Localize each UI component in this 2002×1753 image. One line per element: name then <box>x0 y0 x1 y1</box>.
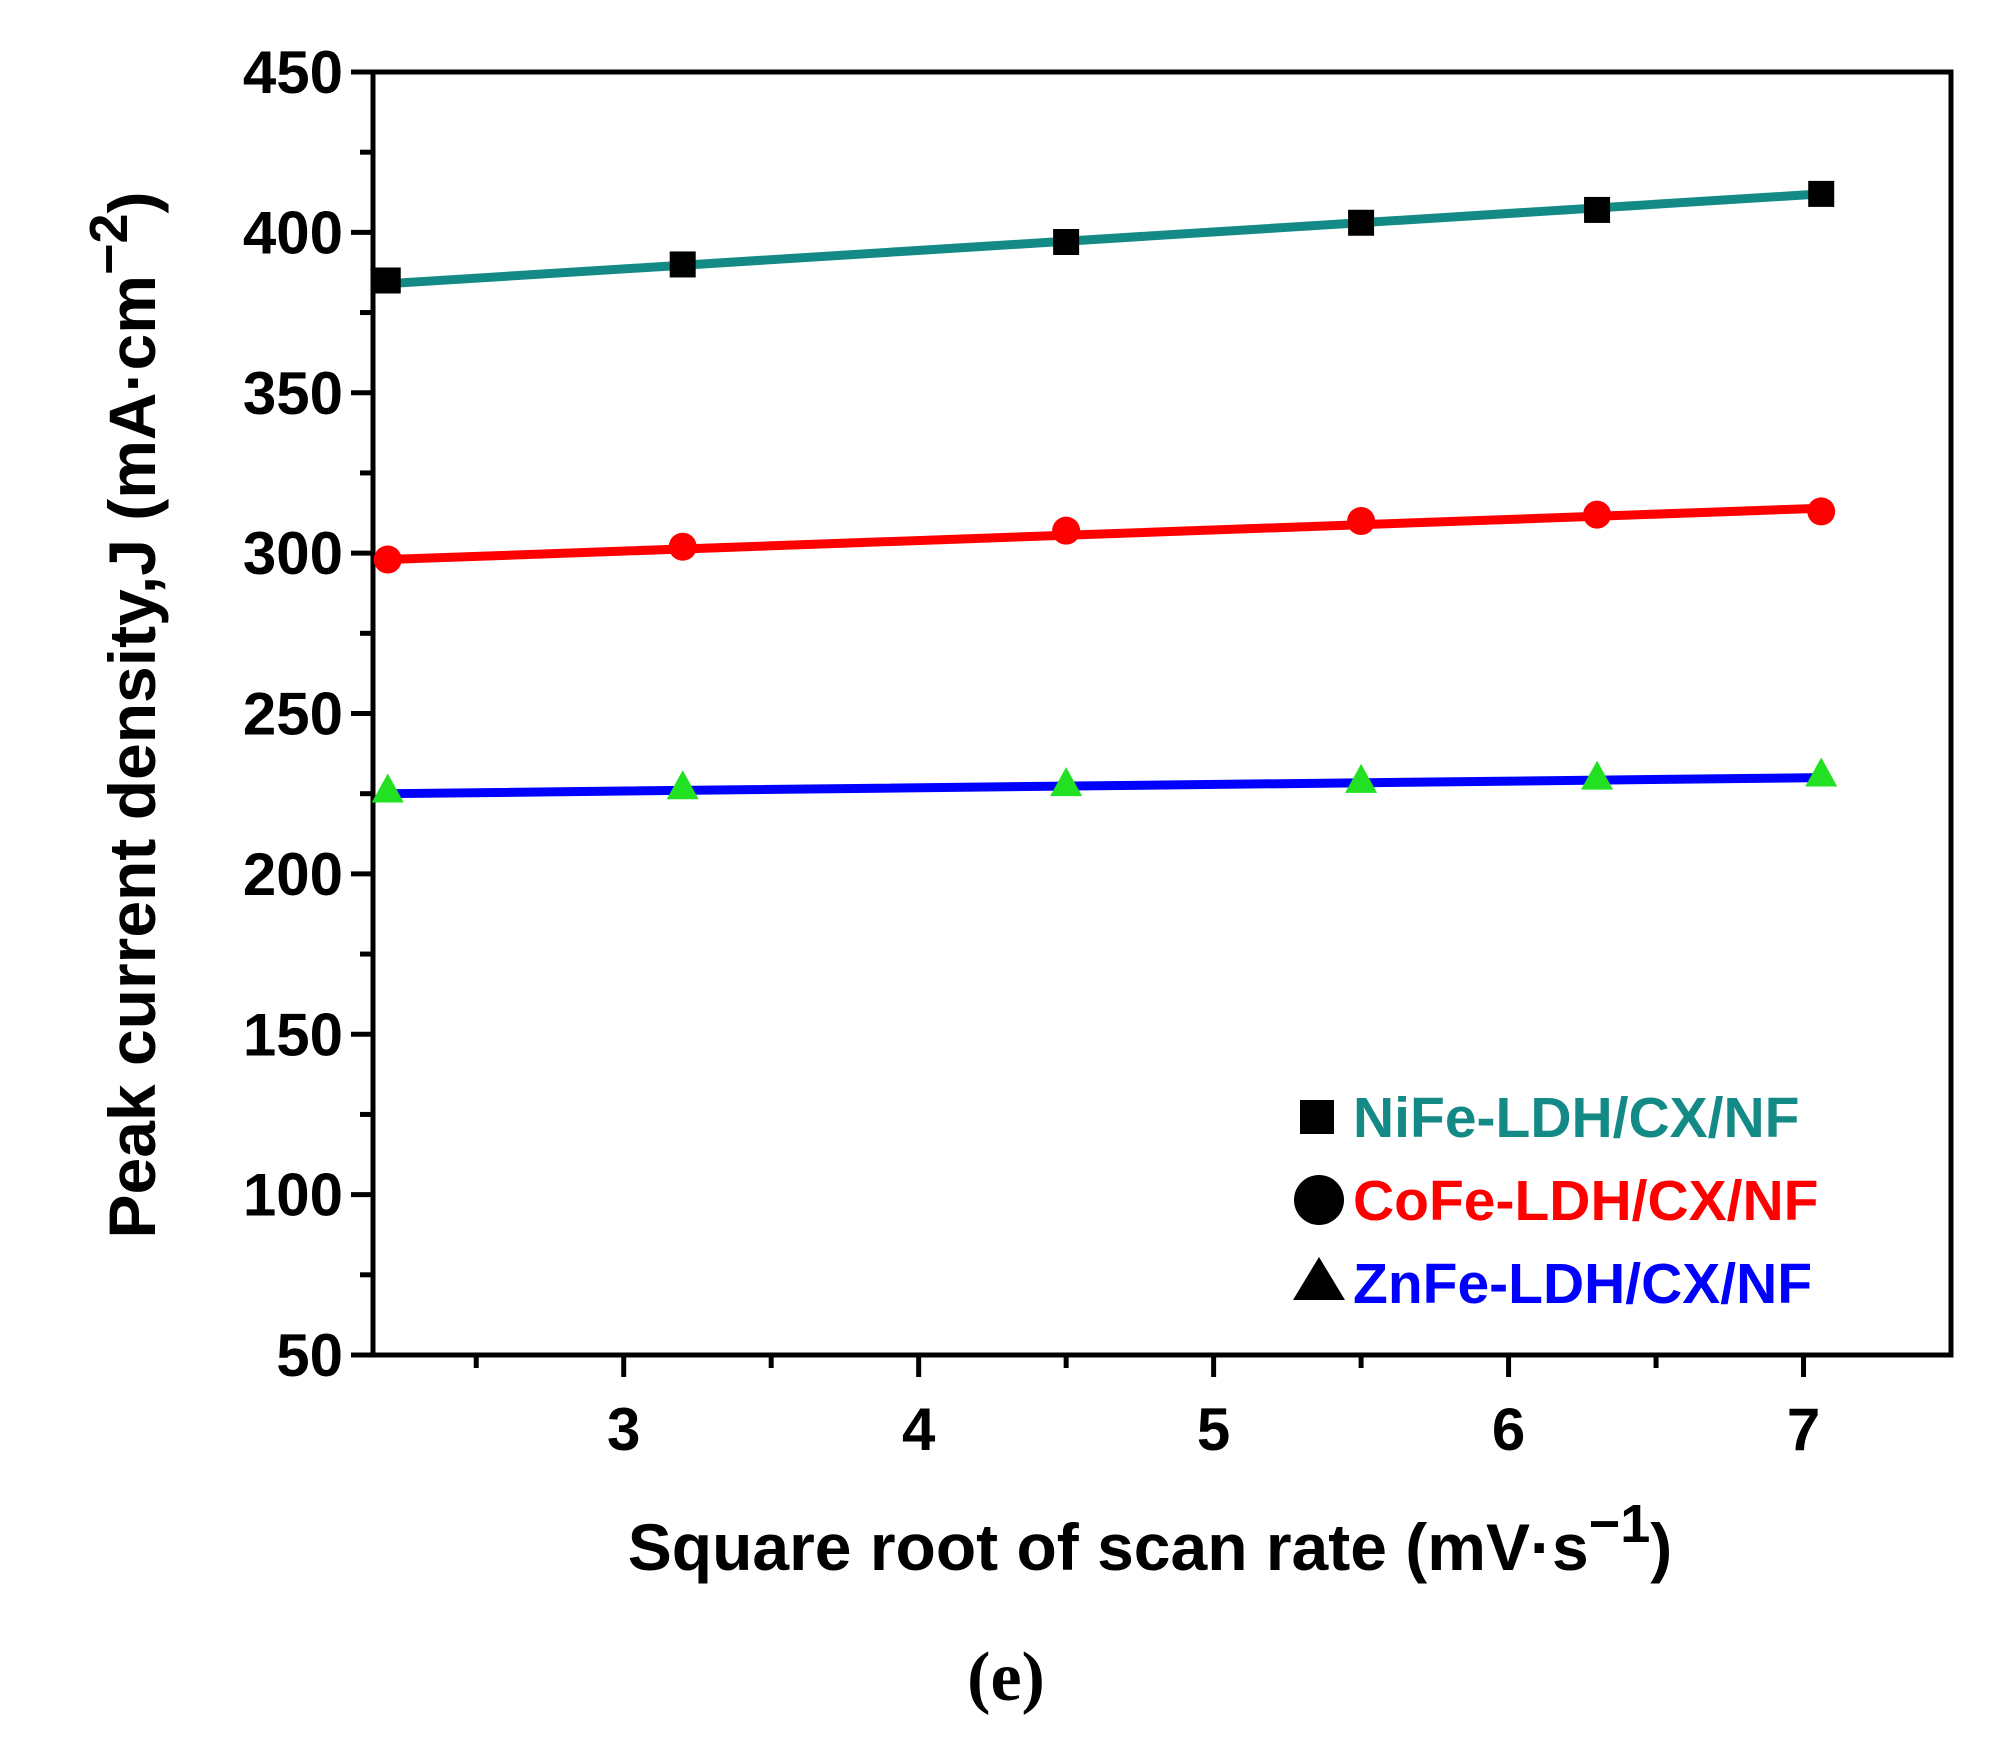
data-point-nife <box>1584 196 1611 223</box>
series-nife <box>374 180 1835 294</box>
fit-line-znfe <box>383 773 1826 799</box>
data-point-znfe <box>1805 757 1838 787</box>
x-axis-title-main: Square root of scan rate <box>628 1510 1387 1584</box>
fit-line-nife <box>383 189 1826 289</box>
legend-label-znfe: ZnFe-LDH/CX/NF <box>1353 1252 1812 1316</box>
x-tick-label: 5 <box>1197 1396 1230 1463</box>
legend-marker-cofe <box>1294 1175 1344 1225</box>
y-tick-label: 250 <box>243 681 343 748</box>
y-tick-label: 200 <box>243 841 343 908</box>
data-point-znfe <box>1050 767 1083 797</box>
data-point-cofe <box>1583 500 1612 529</box>
data-point-znfe <box>1581 760 1614 790</box>
legend-marker-nife <box>1300 1100 1334 1134</box>
data-point-cofe <box>668 532 697 561</box>
data-point-nife <box>1053 228 1080 255</box>
panel-label: (e) <box>967 1639 1045 1716</box>
y-tick-label: 150 <box>243 1001 343 1068</box>
data-point-cofe <box>1347 507 1376 536</box>
data-point-cofe <box>373 545 402 574</box>
y-axis-title-unit: mA·cm <box>95 275 169 499</box>
x-axis-title-exponent: −1 <box>1589 1494 1651 1554</box>
legend-label-nife: NiFe-LDH/CX/NF <box>1353 1086 1799 1150</box>
y-tick-label: 350 <box>243 360 343 427</box>
data-point-nife <box>1348 209 1375 236</box>
y-tick-label: 50 <box>276 1322 343 1389</box>
data-point-cofe <box>1807 497 1836 526</box>
y-tick-label: 450 <box>243 39 343 106</box>
legend: NiFe-LDH/CX/NF CoFe-LDH/CX/NF ZnFe-LDH/C… <box>1293 1086 1818 1316</box>
x-tick-label: 7 <box>1787 1396 1820 1463</box>
legend-marker-znfe <box>1293 1257 1345 1300</box>
y-axis-title-main: Peak current density,J <box>95 539 169 1238</box>
fit-line-cofe <box>383 503 1826 565</box>
data-point-cofe <box>1052 516 1081 545</box>
data-point-nife <box>374 267 401 294</box>
y-tick-label: 100 <box>243 1162 343 1229</box>
x-axis-title: Square root of scan rate (mV·s−1) <box>628 1494 1672 1584</box>
data-point-znfe <box>371 773 404 803</box>
data-series <box>371 180 1838 803</box>
data-point-znfe <box>1345 763 1378 793</box>
y-tick-label: 300 <box>243 520 343 587</box>
x-axis-title-unit: mV·s <box>1427 1510 1588 1584</box>
data-point-znfe <box>666 770 699 800</box>
x-tick-label: 6 <box>1492 1396 1525 1463</box>
data-point-nife <box>669 251 696 278</box>
x-tick-label: 3 <box>607 1396 640 1463</box>
x-tick-label: 4 <box>902 1396 936 1463</box>
y-tick-label: 400 <box>243 199 343 266</box>
legend-label-cofe: CoFe-LDH/CX/NF <box>1353 1169 1818 1233</box>
axis-ticks: 50 100 150 200 250 300 350 400 450 3 4 5 6 7 <box>243 39 1820 1463</box>
y-axis-title-exponent: −2 <box>79 213 139 275</box>
data-point-nife <box>1808 180 1835 207</box>
plot-frame <box>370 69 1954 1358</box>
series-znfe <box>371 757 1838 803</box>
series-cofe <box>373 497 1836 574</box>
y-axis-title: Peak current density,J (mA·cm−2) <box>79 191 169 1238</box>
